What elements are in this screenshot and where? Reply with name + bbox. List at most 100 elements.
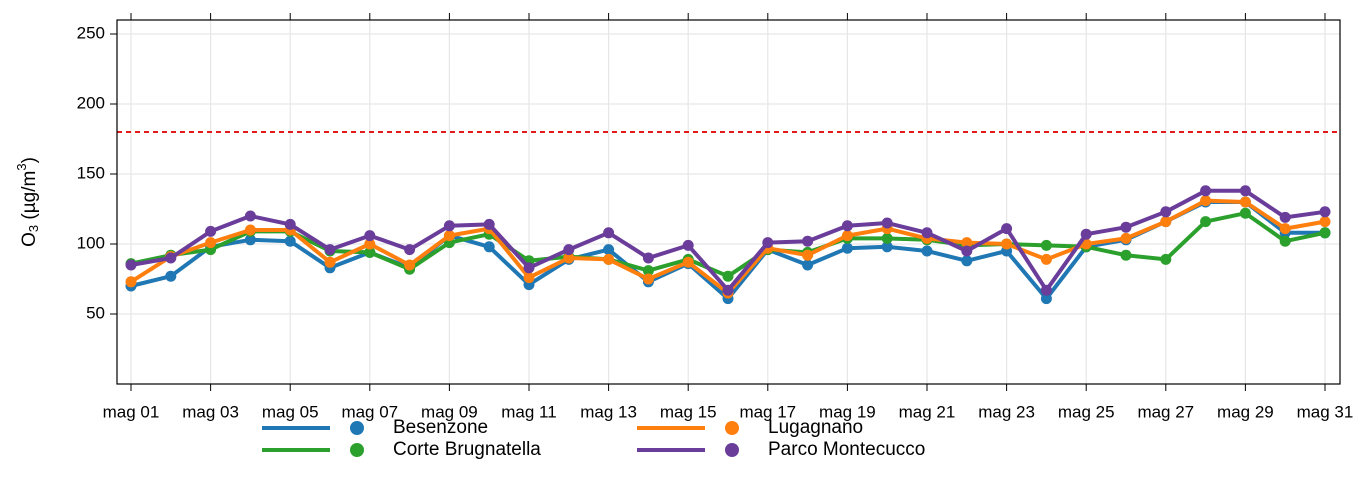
data-point — [762, 237, 774, 249]
plot-frame — [116, 19, 1341, 385]
data-point — [1239, 207, 1251, 219]
data-point — [603, 253, 615, 265]
data-point — [1040, 239, 1052, 251]
data-point — [1279, 211, 1291, 223]
data-point — [881, 241, 893, 253]
data-point — [603, 244, 615, 256]
data-point — [443, 220, 455, 232]
data-point — [961, 255, 973, 267]
data-point — [1001, 238, 1013, 250]
legend-label: Parco Montecucco — [768, 439, 925, 460]
data-point — [921, 245, 933, 257]
data-point — [324, 244, 336, 256]
x-tick-label: mag 19 — [819, 402, 876, 421]
data-point — [802, 235, 814, 247]
data-point — [523, 272, 535, 284]
data-point — [921, 227, 933, 239]
data-point — [125, 259, 137, 271]
data-point — [324, 256, 336, 268]
y-tick-label: 250 — [77, 23, 105, 42]
data-point — [642, 273, 654, 285]
data-point — [1040, 293, 1052, 305]
legend-marker — [725, 443, 739, 457]
data-point — [404, 244, 416, 256]
data-point — [881, 217, 893, 229]
x-tick-label: mag 03 — [182, 402, 239, 421]
data-point — [722, 270, 734, 282]
legend-marker — [725, 421, 739, 435]
x-tick-label: mag 17 — [739, 402, 796, 421]
data-point — [244, 234, 256, 246]
data-point — [1319, 227, 1331, 239]
data-point — [563, 252, 575, 264]
data-point — [961, 237, 973, 249]
x-tick-label: mag 13 — [580, 402, 637, 421]
x-tick-label: mag 23 — [978, 402, 1035, 421]
data-point — [563, 244, 575, 256]
data-point — [1120, 249, 1132, 261]
data-point — [523, 262, 535, 274]
x-tick-label: mag 09 — [421, 402, 478, 421]
data-point — [364, 238, 376, 250]
data-point — [483, 241, 495, 253]
data-point — [443, 230, 455, 242]
data-point — [1001, 223, 1013, 235]
data-point — [1319, 216, 1331, 228]
x-tick-label: mag 01 — [103, 402, 160, 421]
x-tick-label: mag 31 — [1297, 402, 1354, 421]
y-tick-label: 150 — [77, 163, 105, 182]
data-point — [1160, 216, 1172, 228]
data-point — [1040, 253, 1052, 265]
data-point — [841, 220, 853, 232]
y-axis-label: O3 (µg/m3) — [14, 157, 41, 247]
data-point — [1319, 206, 1331, 218]
data-point — [841, 230, 853, 242]
data-point — [1239, 185, 1251, 197]
x-tick-label: mag 11 — [501, 402, 556, 421]
x-tick-label: mag 05 — [262, 402, 319, 421]
series-line — [130, 200, 1325, 301]
legend-marker — [350, 443, 364, 457]
x-tick-label: mag 25 — [1058, 402, 1115, 421]
data-point — [205, 237, 217, 249]
y-tick-label: 100 — [77, 233, 105, 252]
x-tick-label: mag 15 — [660, 402, 717, 421]
legend-marker — [350, 421, 364, 435]
data-point — [1239, 196, 1251, 208]
data-point — [1080, 228, 1092, 240]
data-point — [881, 232, 893, 244]
y-tick-label: 200 — [77, 93, 105, 112]
legend-label: Corte Brugnatella — [393, 439, 541, 460]
data-point — [1040, 284, 1052, 296]
data-point — [722, 284, 734, 296]
data-point — [802, 259, 814, 271]
legend-label: Besenzone — [393, 417, 488, 438]
data-point — [642, 252, 654, 264]
data-point — [682, 256, 694, 268]
data-point — [1279, 235, 1291, 247]
data-point — [483, 218, 495, 230]
data-point — [244, 224, 256, 236]
data-point — [1120, 232, 1132, 244]
data-point — [1200, 216, 1212, 228]
data-point — [1120, 221, 1132, 233]
data-point — [244, 210, 256, 222]
x-tick-label: mag 29 — [1217, 402, 1274, 421]
data-point — [1200, 185, 1212, 197]
x-tick-label: mag 07 — [341, 402, 398, 421]
data-point — [841, 242, 853, 254]
data-point — [165, 252, 177, 264]
data-point — [284, 235, 296, 247]
data-point — [364, 246, 376, 258]
data-point — [961, 245, 973, 257]
data-point — [125, 276, 137, 288]
data-point — [364, 230, 376, 242]
x-tick-label: mag 21 — [899, 402, 956, 421]
data-point — [1160, 206, 1172, 218]
data-point — [1279, 223, 1291, 235]
y-tick-label: 50 — [86, 303, 105, 322]
data-point — [642, 265, 654, 277]
data-point — [603, 227, 615, 239]
legend-label: Lugagnano — [768, 417, 863, 438]
